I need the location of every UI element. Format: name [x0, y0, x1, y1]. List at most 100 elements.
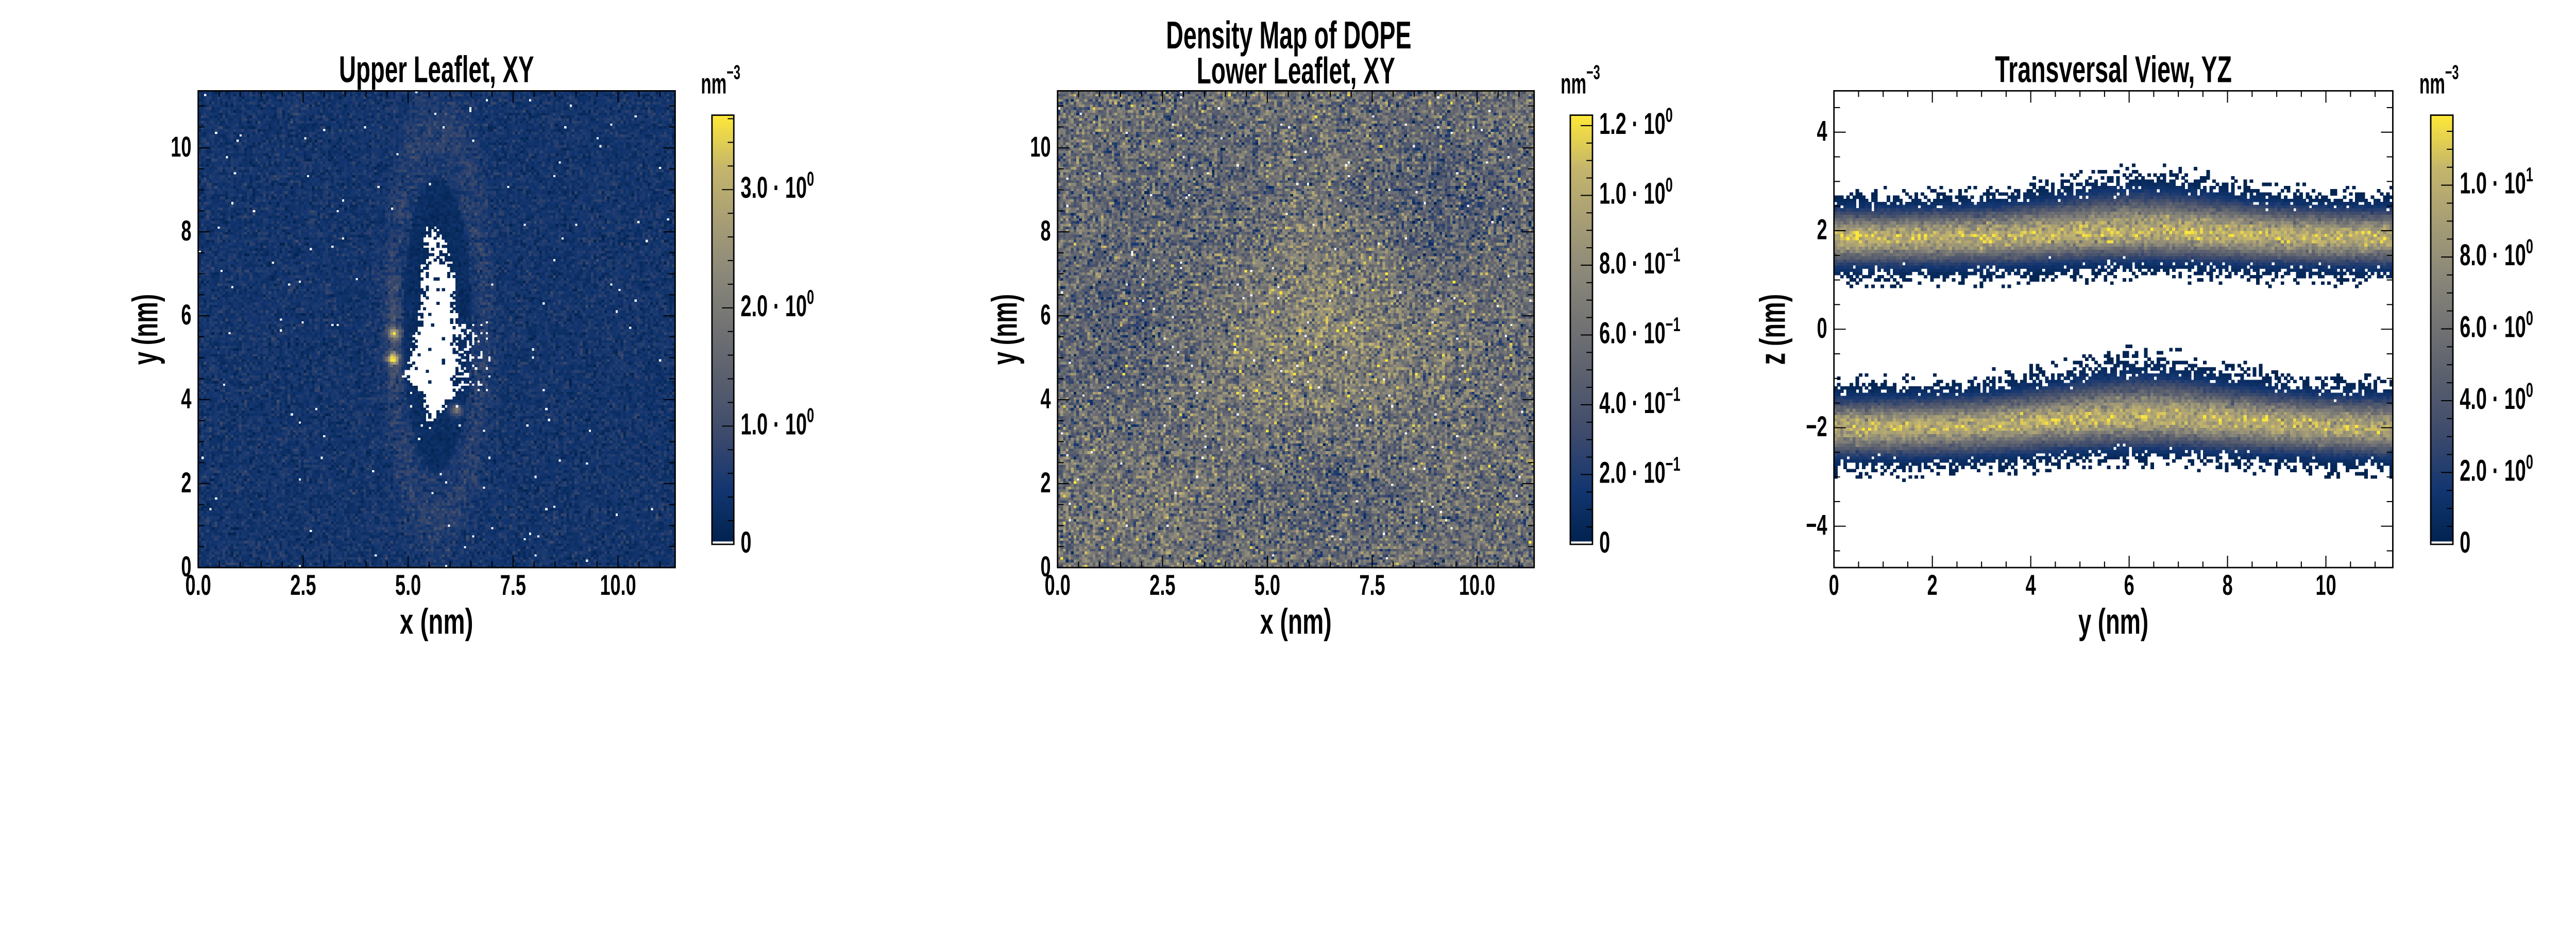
colorbar-tick-label: 1.0 · 100 — [1599, 173, 1673, 210]
y-tick-label: 2 — [1040, 467, 1050, 499]
y-tick-label: 4 — [181, 383, 191, 415]
x-axis-label-lower: x (nm) — [1260, 602, 1332, 642]
colorbar-tick-label: 6.0 · 10−1 — [1599, 313, 1680, 350]
y-tick-label: 8 — [181, 215, 191, 247]
panel-title-lower-leaflet: Lower Leaflet, XY — [1197, 50, 1395, 92]
panel-title-upper-leaflet: Upper Leaflet, XY — [339, 49, 534, 91]
panel-title-transversal-view: Transversal View, YZ — [1995, 49, 2232, 91]
colorbar-unit-label-lower: nm−3 — [1561, 61, 1600, 99]
x-tick-label: 10 — [2316, 569, 2336, 601]
colorbar-tick-mantissa: 8.0 · 10 — [1599, 247, 1666, 280]
y-axis-label-lower: y (nm) — [985, 294, 1025, 365]
figure-suptitle: Density Map of DOPE — [1166, 13, 1411, 57]
colorbar-tick-exponent: −1 — [1666, 243, 1681, 266]
y-tick-label: 0 — [1040, 551, 1050, 582]
colorbar-tick-label: 0 — [1599, 526, 1610, 559]
colorbar-tick-exponent: 0 — [2526, 450, 2533, 473]
y-tick-label: 8 — [1040, 215, 1050, 247]
heatmap-transversal-view — [1834, 91, 2393, 568]
y-tick-label: 10 — [171, 131, 191, 163]
colorbar-frame — [711, 114, 735, 545]
colorbar-tick-mantissa: 2.0 · 10 — [741, 289, 807, 323]
colorbar-tick-mantissa: 1.2 · 10 — [1599, 107, 1666, 141]
figure: Density Map of DOPE Upper Leaflet, XY Lo… — [125, 13, 2533, 642]
colorbar-unit-base: nm — [1561, 68, 1586, 100]
colorbar-tick-label: 8.0 · 10−1 — [1599, 243, 1680, 280]
z-axis-label-transversal: z (nm) — [1753, 294, 1793, 365]
colorbar-under-color — [2431, 541, 2453, 544]
x-tick-label: 2 — [1927, 569, 1938, 601]
colorbar-tick-mantissa: 4.0 · 10 — [2460, 382, 2526, 416]
axes-frame — [1833, 90, 2394, 569]
x-tick-label: 5.0 — [395, 569, 421, 601]
colorbar-tick-exponent: 0 — [807, 167, 814, 190]
colorbar-tick-exponent: −1 — [1666, 452, 1681, 475]
colorbar-tick-exponent: −1 — [1666, 383, 1681, 405]
colorbar-tick-label: 0 — [741, 526, 752, 559]
colorbar-unit-exponent: −3 — [726, 61, 740, 83]
colorbar-unit-label-upper: nm−3 — [701, 61, 740, 99]
colorbar-tick-label: 4.0 · 10−1 — [1599, 383, 1680, 420]
colorbar-tick-label: 0 — [2460, 526, 2470, 559]
colorbar-tick-label: 2.0 · 100 — [741, 286, 815, 323]
colorbar-tick-label: 1.0 · 101 — [2460, 163, 2533, 200]
y-tick-label: 4 — [1040, 383, 1050, 415]
colorbar-tick-label: 4.0 · 100 — [2460, 379, 2533, 416]
y-tick-label: 2 — [181, 467, 191, 499]
y-tick-label: 0 — [181, 551, 191, 582]
colorbar-tick-mantissa: 1.0 · 10 — [741, 407, 807, 441]
y-tick-label: 0 — [1817, 312, 1827, 344]
x-axis-label-transversal: y (nm) — [2078, 602, 2148, 642]
colorbar-tick-label: 1.2 · 100 — [1599, 104, 1673, 141]
colorbar-tick-exponent: 0 — [2526, 379, 2533, 401]
x-tick-label: 2.5 — [290, 569, 316, 601]
colorbar-tick-label: 6.0 · 100 — [2460, 306, 2533, 344]
colorbar-tick-exponent: 0 — [1666, 173, 1673, 196]
colorbar-tick-label: 2.0 · 100 — [2460, 450, 2533, 487]
colorbar-under-color — [1570, 541, 1592, 544]
colorbar-tick-label: 8.0 · 100 — [2460, 235, 2533, 272]
x-tick-label: 7.5 — [500, 569, 526, 601]
x-tick-label: 0.0 — [185, 569, 211, 601]
colorbar-unit-base: nm — [701, 68, 726, 100]
colorbar-unit-base: nm — [2419, 68, 2445, 100]
y-tick-label: 6 — [1040, 299, 1050, 331]
colorbar-tick-exponent: 0 — [1666, 104, 1673, 126]
figure-overlay: Density Map of DOPE Upper Leaflet, XY Lo… — [125, 13, 2533, 642]
heatmap-lower-leaflet — [1057, 91, 1534, 568]
x-axis-label-upper: x (nm) — [400, 602, 473, 642]
axes-frame — [1057, 90, 1535, 569]
axes-transversal: 0 2 4 6 8 10 −4 −2 0 2 4 — [1806, 90, 2394, 601]
x-tick-label: 0 — [1829, 569, 1839, 601]
colorbar-tick-exponent: 0 — [807, 286, 814, 308]
axes-lower: 0.0 2.5 5.0 7.5 10.0 0 2 4 6 8 10 — [1030, 90, 1535, 601]
colorbar-tick-mantissa: 6.0 · 10 — [2460, 310, 2526, 344]
colorbar-tick-exponent: 0 — [807, 404, 814, 426]
x-tick-label: 2.5 — [1149, 569, 1175, 601]
colorbar-tick-mantissa: 6.0 · 10 — [1599, 316, 1666, 350]
colorbar-lower: 02.0 · 10−14.0 · 10−16.0 · 10−18.0 · 10−… — [1569, 104, 1681, 559]
y-tick-label: 10 — [1030, 131, 1050, 163]
colorbar-frame — [2430, 114, 2454, 545]
y-tick-label: 6 — [181, 299, 191, 331]
x-tick-label: 0.0 — [1045, 569, 1071, 601]
colorbar-tick-mantissa: 4.0 · 10 — [1599, 386, 1666, 420]
y-tick-label: 4 — [1817, 115, 1827, 147]
colorbar-unit-exponent: −3 — [1586, 61, 1600, 83]
x-tick-label: 7.5 — [1359, 569, 1385, 601]
colorbar-under-color — [711, 541, 734, 544]
colorbar-tick-mantissa: 1.0 · 10 — [1599, 177, 1666, 210]
colorbar-tick-label: 1.0 · 100 — [741, 404, 815, 441]
colorbar-tick-mantissa: 3.0 · 10 — [741, 171, 807, 204]
colorbar-unit-exponent: −3 — [2445, 61, 2459, 83]
colorbar-tick-mantissa: 8.0 · 10 — [2460, 238, 2526, 272]
colorbar-tick-exponent: 1 — [2526, 163, 2533, 185]
colorbar-tick-mantissa: 0 — [2460, 526, 2470, 559]
x-tick-label: 5.0 — [1255, 569, 1280, 601]
colorbar-tick-label: 2.0 · 10−1 — [1599, 452, 1680, 489]
x-tick-label: 10.0 — [1459, 569, 1495, 601]
y-tick-label: −2 — [1806, 410, 1827, 442]
